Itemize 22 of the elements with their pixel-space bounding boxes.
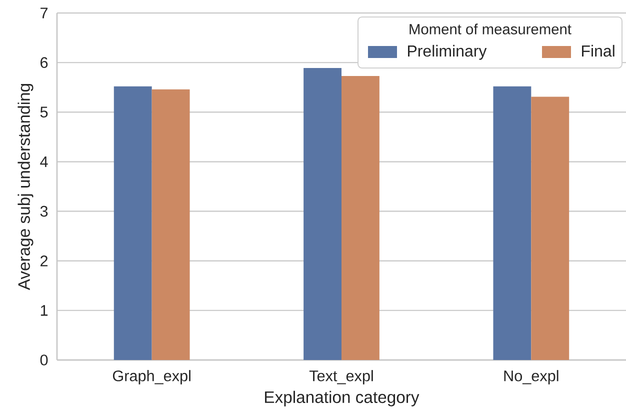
bar <box>152 89 190 360</box>
bar <box>304 68 342 360</box>
x-axis-title: Explanation category <box>265 390 420 406</box>
y-tick-label: 5 <box>40 106 48 118</box>
y-axis-title: Average subj understanding <box>18 84 34 290</box>
y-tick-label: 2 <box>40 256 48 266</box>
bar <box>341 76 380 360</box>
legend-label: Preliminary <box>408 44 487 60</box>
y-tick-label: 0 <box>40 354 48 366</box>
y-tick-label: 4 <box>40 156 48 167</box>
bar <box>114 86 152 360</box>
y-tick-label: 6 <box>40 57 48 68</box>
legend-label: Final <box>582 44 614 57</box>
y-tick-label: 1 <box>40 305 48 316</box>
y-tick-label: 3 <box>40 206 48 217</box>
x-tick-label: No_expl <box>504 370 558 384</box>
bar <box>493 86 532 360</box>
bar <box>531 96 570 360</box>
y-tick-label: 7 <box>40 8 48 18</box>
x-tick-label: Graph_expl <box>112 370 190 384</box>
x-tick-label: Text_expl <box>309 370 373 384</box>
legend-title: Moment of measurement <box>410 24 572 34</box>
